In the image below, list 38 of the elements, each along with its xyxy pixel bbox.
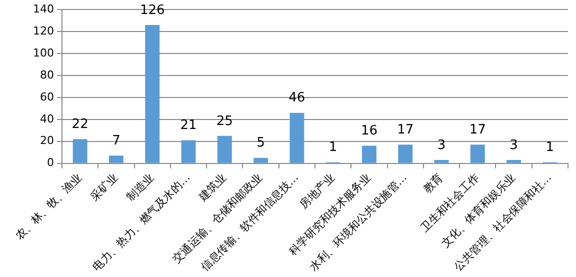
data-label: 22 (72, 117, 88, 132)
y-tick-label: 80 (40, 68, 54, 82)
data-label: 17 (397, 122, 414, 138)
bar (145, 24, 160, 163)
data-label: 126 (140, 2, 165, 18)
x-tick-label: 农、林、牧、渔业 (12, 170, 84, 242)
bar (217, 136, 232, 163)
y-tick-label: 20 (40, 134, 54, 148)
y-tick-label: 140 (32, 2, 54, 16)
data-label: 7 (112, 134, 120, 149)
data-label: 1 (328, 140, 338, 156)
bar (181, 140, 196, 163)
bar (72, 139, 88, 163)
y-tick-label: 60 (40, 90, 54, 104)
data-label: 3 (437, 138, 446, 153)
x-tick-label: 采矿业 (88, 170, 120, 204)
y-tick-label: 40 (40, 112, 54, 126)
y-tick-label: 0 (46, 156, 54, 170)
data-label: 5 (256, 136, 265, 151)
data-label: 1 (546, 140, 554, 156)
data-label: 16 (360, 124, 378, 139)
bar (470, 144, 485, 163)
bar (398, 144, 413, 163)
data-label: 17 (469, 122, 486, 138)
bar (290, 112, 304, 163)
bar (108, 156, 124, 163)
data-label: 3 (510, 138, 518, 153)
data-label: 21 (180, 118, 197, 134)
bar (434, 160, 449, 163)
bar (254, 158, 268, 163)
bar (362, 146, 376, 163)
data-label: 25 (216, 114, 233, 129)
bar (506, 160, 522, 163)
x-tick-label: 制造业 (124, 170, 156, 204)
y-tick-label: 120 (32, 24, 54, 38)
data-label: 46 (288, 90, 306, 106)
y-tick-label: 100 (32, 46, 54, 60)
x-tick-label: 教育 (420, 170, 446, 196)
